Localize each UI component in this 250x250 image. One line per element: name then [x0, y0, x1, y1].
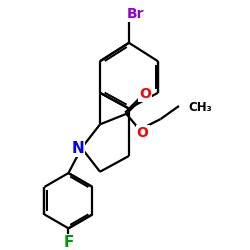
- Text: N: N: [71, 140, 84, 156]
- Text: Br: Br: [127, 7, 144, 21]
- Text: F: F: [63, 235, 74, 250]
- Text: CH₃: CH₃: [188, 101, 212, 114]
- Text: O: O: [137, 126, 148, 140]
- Text: O: O: [139, 87, 151, 101]
